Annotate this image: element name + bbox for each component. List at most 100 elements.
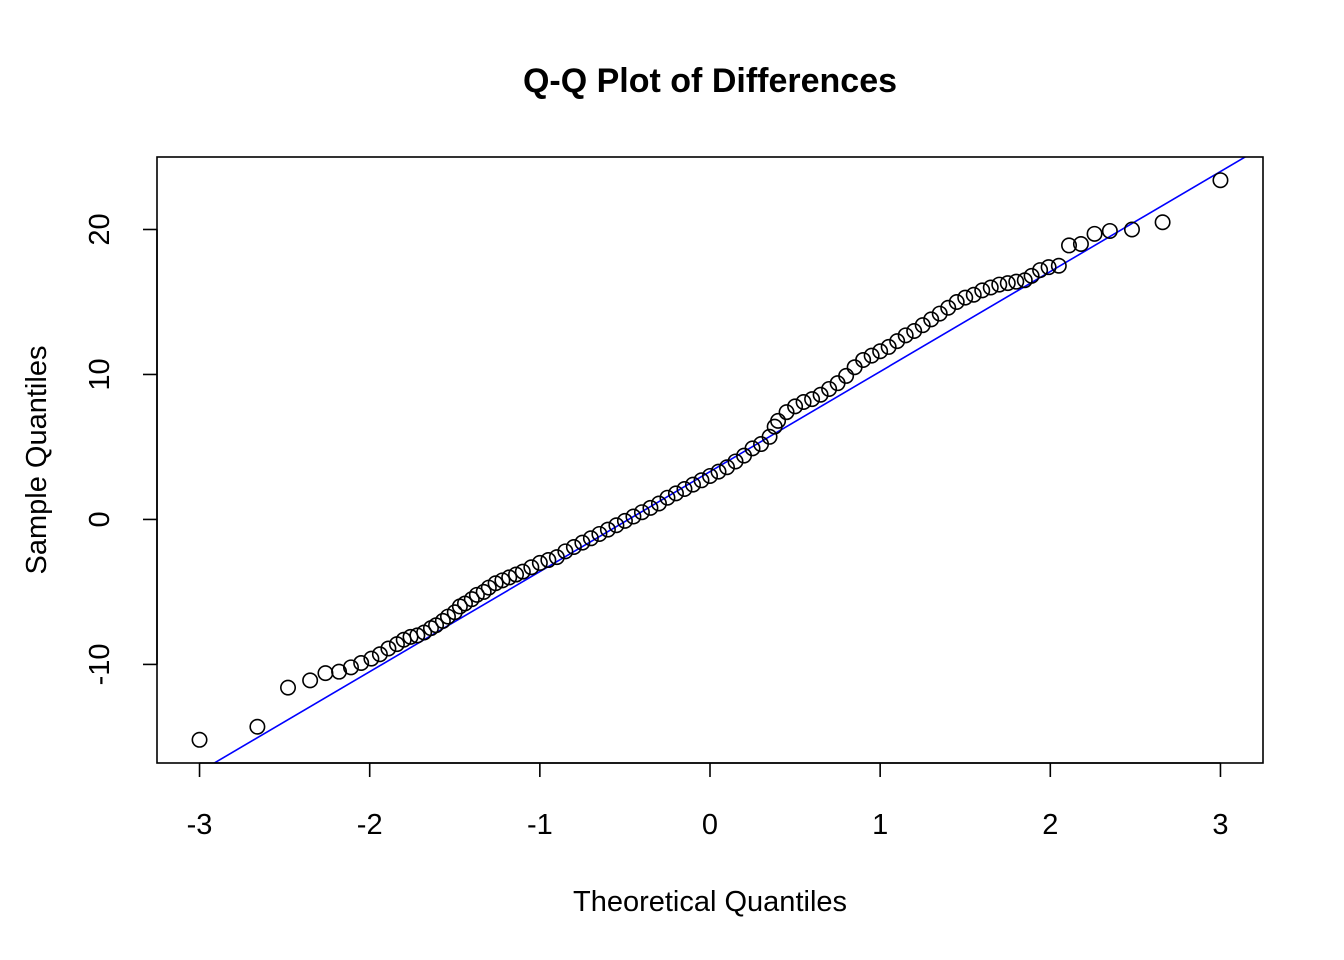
- data-point: [494, 572, 511, 589]
- data-point: [897, 327, 914, 344]
- data-point: [409, 627, 426, 644]
- data-point: [923, 311, 940, 328]
- data-point: [838, 367, 855, 384]
- data-point: [1061, 237, 1078, 254]
- data-point: [863, 347, 880, 364]
- x-tick-label: 3: [1212, 809, 1228, 841]
- x-tick-label: 0: [702, 809, 718, 841]
- x-tick-label: 1: [872, 809, 888, 841]
- data-point: [342, 659, 359, 676]
- data-point: [846, 359, 863, 376]
- data-point: [1050, 257, 1067, 274]
- data-point: [957, 289, 974, 306]
- data-point: [1123, 221, 1140, 238]
- data-point: [1072, 235, 1089, 252]
- plot-frame: [156, 156, 1264, 764]
- data-point: [991, 276, 1008, 293]
- data-point: [446, 604, 463, 621]
- y-tick-label: -10: [84, 643, 116, 685]
- data-point: [371, 646, 388, 663]
- data-point: [1101, 222, 1118, 239]
- data-point: [508, 566, 525, 583]
- data-point: [872, 343, 889, 360]
- x-tick-label: -1: [527, 809, 553, 841]
- y-axis-label: Sample Quantiles: [21, 346, 53, 575]
- data-point: [463, 591, 480, 608]
- data-point: [633, 504, 650, 521]
- data-point: [710, 463, 727, 480]
- chart-title: Q-Q Plot of Differences: [523, 62, 897, 100]
- data-point: [642, 499, 659, 516]
- data-point: [302, 672, 319, 689]
- data-point: [1040, 259, 1057, 276]
- data-point: [616, 512, 633, 529]
- data-point: [191, 731, 208, 748]
- data-point: [804, 391, 821, 408]
- data-point: [531, 554, 548, 571]
- y-tick-label: 0: [84, 511, 116, 527]
- x-tick-label: -3: [187, 809, 213, 841]
- data-point: [940, 299, 957, 316]
- data-point: [693, 472, 710, 489]
- x-tick-label: -2: [357, 809, 383, 841]
- data-point: [1212, 172, 1229, 189]
- data-point: [574, 534, 591, 551]
- qq-reference-line: [212, 157, 1247, 763]
- data-point: [701, 467, 718, 484]
- data-point: [795, 394, 812, 411]
- data-point: [667, 485, 684, 502]
- x-tick-label: 2: [1042, 809, 1058, 841]
- data-point: [948, 293, 965, 310]
- y-tick-label: 10: [84, 358, 116, 390]
- data-point: [650, 495, 667, 512]
- data-point: [475, 583, 492, 600]
- data-point: [380, 640, 397, 657]
- data-point: [787, 398, 804, 415]
- data-point: [999, 275, 1016, 292]
- data-point: [487, 575, 504, 592]
- data-point: [965, 286, 982, 303]
- x-axis-label: Theoretical Quantiles: [573, 886, 847, 918]
- data-point: [317, 665, 334, 682]
- data-point: [812, 386, 829, 403]
- data-point: [1008, 273, 1025, 290]
- data-point: [880, 338, 897, 355]
- data-point: [608, 517, 625, 534]
- data-point: [280, 679, 297, 696]
- data-point: [582, 530, 599, 547]
- data-point: [778, 404, 795, 421]
- data-point: [982, 279, 999, 296]
- data-point: [1023, 267, 1040, 284]
- data-point: [625, 508, 642, 525]
- data-point: [1032, 262, 1049, 279]
- data-point: [523, 559, 540, 576]
- data-point: [931, 305, 948, 322]
- data-point: [1086, 225, 1103, 242]
- data-point: [906, 322, 923, 339]
- data-point: [1154, 214, 1171, 231]
- data-point: [761, 428, 778, 445]
- data-point: [855, 351, 872, 368]
- data-point: [565, 538, 582, 555]
- data-point: [744, 440, 761, 457]
- y-tick-label: 20: [84, 213, 116, 245]
- data-point: [548, 549, 565, 566]
- data-point: [599, 521, 616, 538]
- data-point: [249, 718, 266, 735]
- data-point: [770, 412, 787, 429]
- data-point: [591, 525, 608, 542]
- plot-area: [191, 157, 1247, 763]
- data-point: [914, 317, 931, 334]
- data-point: [719, 459, 736, 476]
- data-point: [353, 654, 370, 671]
- data-point: [727, 453, 744, 470]
- data-point: [684, 476, 701, 493]
- data-point: [434, 612, 451, 629]
- data-point: [676, 480, 693, 497]
- data-point: [468, 586, 485, 603]
- data-point: [659, 489, 676, 506]
- data-point: [889, 333, 906, 350]
- data-point: [540, 552, 557, 569]
